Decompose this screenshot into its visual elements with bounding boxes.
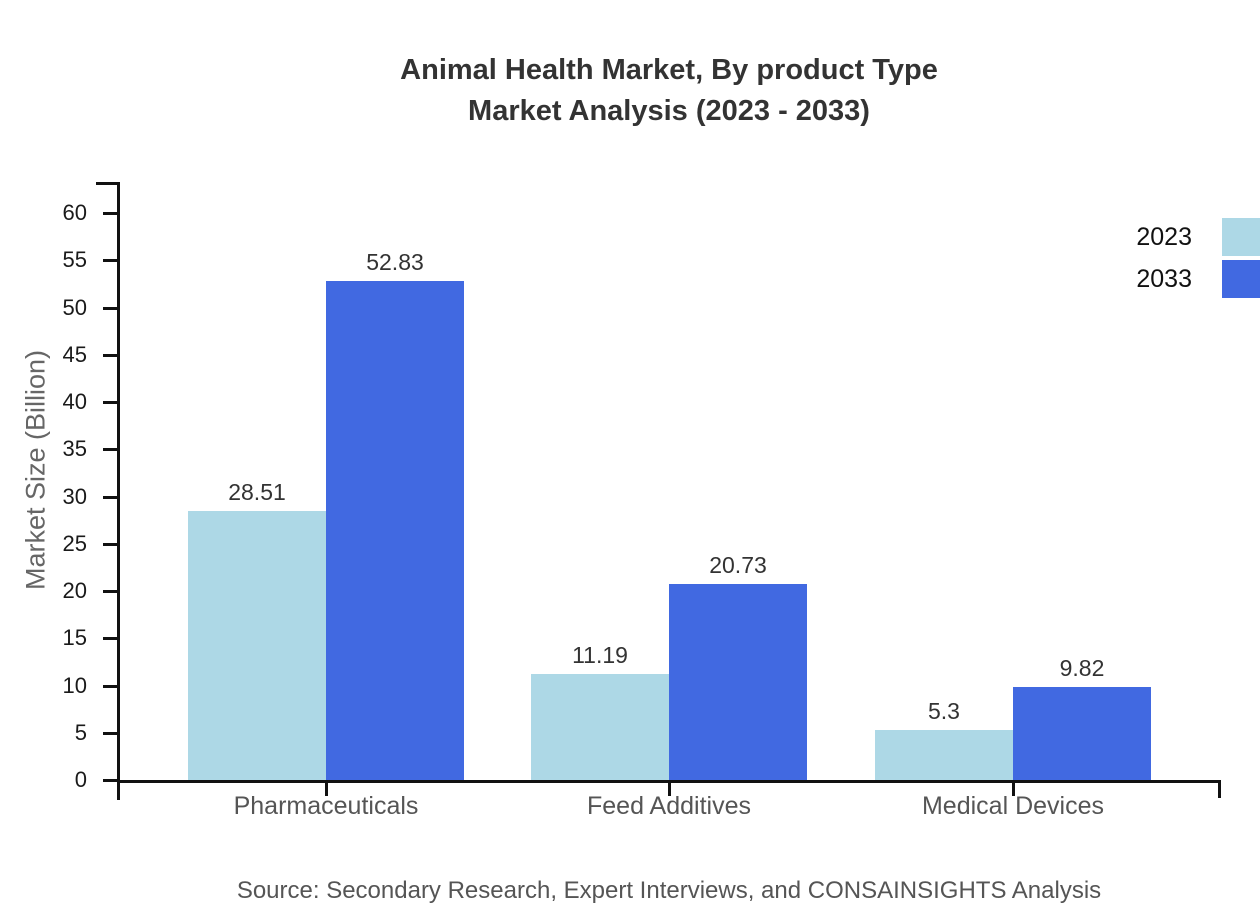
y-tick-mark (103, 306, 117, 310)
y-tick-label: 20 (62, 578, 87, 603)
source-note: Source: Secondary Research, Expert Inter… (236, 877, 1102, 904)
y-tick-label: 5 (74, 719, 87, 745)
y-tick-label: 15 (62, 625, 87, 651)
category-label: Feed Additives (587, 792, 751, 820)
y-tick-label: 45 (62, 341, 87, 367)
y-tick-mark (103, 495, 117, 499)
x-axis-end-cap (1218, 780, 1221, 798)
legend-swatch-icon (1222, 218, 1260, 256)
bar-2023-0 (188, 510, 326, 780)
x-tick-mark (1012, 780, 1015, 796)
y-tick-mark (103, 779, 117, 782)
x-tick-mark (325, 780, 328, 796)
y-tick-mark (103, 731, 117, 735)
chart-title-line2: Market Analysis (2023 - 2033) (468, 95, 870, 127)
bar-value-label: 9.82 (1059, 655, 1105, 682)
bar-value-label: 11.19 (572, 642, 628, 669)
y-tick-label: 50 (62, 294, 87, 320)
y-tick-label: 25 (62, 530, 87, 556)
y-axis-end-cap (96, 182, 120, 185)
category-label: Pharmaceuticals (233, 792, 419, 820)
y-tick-mark (103, 353, 117, 357)
legend-swatch-icon (1222, 260, 1260, 298)
y-tick-mark (103, 590, 117, 593)
y-tick-mark (103, 542, 117, 546)
bar-value-label: 52.83 (366, 248, 424, 275)
y-tick-label: 10 (62, 672, 87, 698)
legend: 2023 2033 (1136, 218, 1260, 298)
y-tick-label: 55 (62, 247, 87, 273)
bar-2023-2 (875, 729, 1013, 780)
x-tick-mark (668, 780, 671, 796)
legend-label: 2033 (1136, 264, 1192, 293)
y-tick-mark (103, 212, 117, 215)
y-tick-mark (103, 448, 117, 452)
category-label: Medical Devices (921, 792, 1104, 820)
y-tick-mark (103, 684, 117, 688)
y-tick-label: 30 (62, 483, 87, 509)
y-tick-mark (103, 637, 117, 641)
bar-value-label: 20.73 (709, 552, 767, 579)
y-tick-label: 60 (62, 200, 87, 225)
y-tick-mark (103, 401, 117, 404)
chart-title: Animal Health Market, By product Type Ma… (117, 50, 1221, 132)
y-tick-mark (103, 259, 117, 263)
y-axis-line (117, 182, 120, 800)
bar-2033-0 (326, 280, 464, 780)
bar-2023-1 (531, 674, 669, 780)
bar-value-label: 28.51 (228, 478, 286, 505)
y-tick-label: 0 (74, 767, 87, 792)
legend-item-2023: 2023 (1136, 218, 1260, 256)
y-tick-label: 35 (62, 436, 87, 462)
y-tick-label: 40 (62, 389, 87, 414)
bar-2033-2 (1013, 687, 1151, 780)
legend-label: 2023 (1136, 222, 1192, 251)
bar-2033-1 (669, 584, 807, 780)
chart-title-line1: Animal Health Market, By product Type (400, 54, 938, 86)
legend-item-2033: 2033 (1136, 260, 1260, 298)
bar-value-label: 5.3 (928, 697, 960, 724)
